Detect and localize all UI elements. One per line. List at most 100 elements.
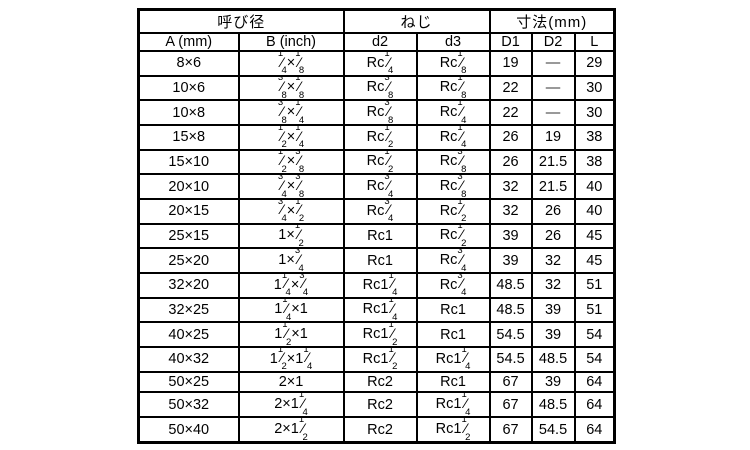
table-cell: 40 [573,173,616,200]
fraction: 3⁄8 [457,174,467,199]
table-cell: Rc11⁄4 [342,296,418,324]
table-cell: 1×1⁄2 [237,222,345,250]
no-value-dash: — [545,79,561,96]
table-cell: 32 [530,247,576,274]
no-value-dash: — [545,55,561,72]
fraction: 1⁄2 [384,124,394,150]
table-cell: Rc2 [342,370,418,394]
table-body: 8×6 1⁄4×1⁄8 Rc1⁄4 Rc1⁄8 19—29 10×6 3⁄8×1⁄8 Rc3⁄… [137,50,616,444]
column-header-5: D2 [530,32,576,52]
fraction: 3⁄4 [294,248,304,273]
table-cell: Rc11⁄2 [342,345,418,373]
header-group-0: 呼び径 [137,8,345,34]
table-cell: 30 [573,74,616,102]
fraction: 1⁄2 [384,149,394,175]
table-row: 15×10 1⁄2×3⁄8 Rc1⁄2 Rc3⁄8 26 21.5 38 [137,148,616,176]
table-row: 32×20 11⁄4×3⁄4 Rc11⁄4 Rc3⁄4 48.5 32 51 [137,271,616,299]
table-cell: Rc11⁄4 [342,271,418,299]
table-cell: Rc1⁄4 [342,50,418,77]
fraction: 1⁄2 [457,198,467,224]
fraction: 3⁄4 [277,174,287,199]
fraction: 1⁄2 [388,346,398,372]
table-cell: 25×15 [137,222,240,250]
fraction: 3⁄8 [384,75,394,101]
fraction: 3⁄4 [277,198,287,224]
table-cell: 40 [573,197,616,225]
table-cell: 45 [573,247,616,274]
table-cell: 40×32 [137,345,240,373]
table-cell: Rc3⁄8 [342,99,418,126]
table-cell: 25×20 [137,247,240,274]
table-cell: 54 [573,345,616,373]
table-row: 50×40 2×11⁄2 Rc2 Rc11⁄2 67 54.5 64 [137,416,616,444]
table-cell: Rc3⁄4 [342,197,418,225]
header-group-2: 寸法(mm) [488,8,616,34]
fraction: 1⁄2 [295,198,305,224]
table-cell: 38 [573,123,616,151]
table-cell: 11⁄4×3⁄4 [237,271,345,299]
table-cell: 50×40 [137,416,240,444]
fraction: 3⁄4 [299,272,309,298]
table-cell: 67 [488,370,533,394]
spec-table: 呼び径 ねじ 寸法(mm) A (mm) B (inch) d2 d3 D1 D2 L 8×6 1⁄… [137,8,617,444]
table-cell: 32×20 [137,271,240,299]
fraction: 1⁄4 [461,346,471,372]
table-cell: Rc1 [415,296,491,324]
table-cell: Rc1⁄8 [415,74,491,102]
table-row: 25×15 1×1⁄2 Rc1 Rc1⁄2 39 26 45 [137,222,616,250]
fraction: 1⁄2 [294,223,304,249]
table-cell: 40×25 [137,321,240,348]
table-cell: — [530,99,576,126]
table-cell: 29 [573,50,616,77]
table-cell: 45 [573,222,616,250]
fraction: 3⁄4 [457,248,467,273]
table-cell: 19 [488,50,533,77]
fraction: 3⁄8 [295,149,305,175]
fraction: 1⁄4 [457,124,467,150]
fraction: 3⁄8 [277,100,287,125]
header-group-row: 呼び径 ねじ 寸法(mm) [137,8,616,34]
table-cell: 11⁄2×1 [237,321,345,348]
column-header-row: A (mm) B (inch) d2 d3 D1 D2 L [137,32,616,52]
table-row: 20×10 3⁄4×3⁄8 Rc3⁄4 Rc3⁄8 32 21.5 40 [137,173,616,200]
table-row: 40×25 11⁄2×1 Rc11⁄2 Rc1 54.5 39 54 [137,321,616,348]
table-row: 8×6 1⁄4×1⁄8 Rc1⁄4 Rc1⁄8 19 — 29 [137,50,616,77]
table-row: 40×32 11⁄2×11⁄4 Rc11⁄2 Rc11⁄4 54.5 48.5 54 [137,345,616,373]
table-cell: 67 [488,416,533,444]
table-cell: 54.5 [488,345,533,373]
table-cell: 26 [488,148,533,176]
table-cell: Rc3⁄8 [415,148,491,176]
table-cell: 32 [488,197,533,225]
fraction: 1⁄2 [277,149,287,175]
table-cell: Rc3⁄4 [415,247,491,274]
table-cell: 2×1 [237,370,345,394]
column-header-0: A (mm) [137,32,240,52]
fraction: 3⁄8 [457,149,467,175]
fraction: 3⁄8 [295,174,305,199]
header-group-1: ねじ [342,8,491,34]
table-cell: 21.5 [530,148,576,176]
table-cell: Rc1⁄4 [415,99,491,126]
table-cell: 64 [573,391,616,419]
table-cell: Rc3⁄8 [342,74,418,102]
fraction: 1⁄4 [298,392,308,418]
table-cell: Rc1⁄4 [415,123,491,151]
fraction: 1⁄2 [282,322,292,347]
fraction: 3⁄8 [277,75,287,101]
table-cell: — [530,50,576,77]
table-cell: Rc2 [342,391,418,419]
table-cell: 50×32 [137,391,240,419]
table-cell: 3⁄4×3⁄8 [237,173,345,200]
fraction: 1⁄4 [295,124,305,150]
table-cell: 21.5 [530,173,576,200]
table-cell: 19 [530,123,576,151]
column-header-3: d3 [415,32,491,52]
table-cell: 26 [530,222,576,250]
table-cell: 15×8 [137,123,240,151]
table-cell: Rc1 [415,321,491,348]
table-cell: 39 [530,296,576,324]
table-cell: 32 [488,173,533,200]
fraction: 1⁄4 [303,346,313,372]
table-cell: 48.5 [530,345,576,373]
table-cell: 3⁄4×1⁄2 [237,197,345,225]
